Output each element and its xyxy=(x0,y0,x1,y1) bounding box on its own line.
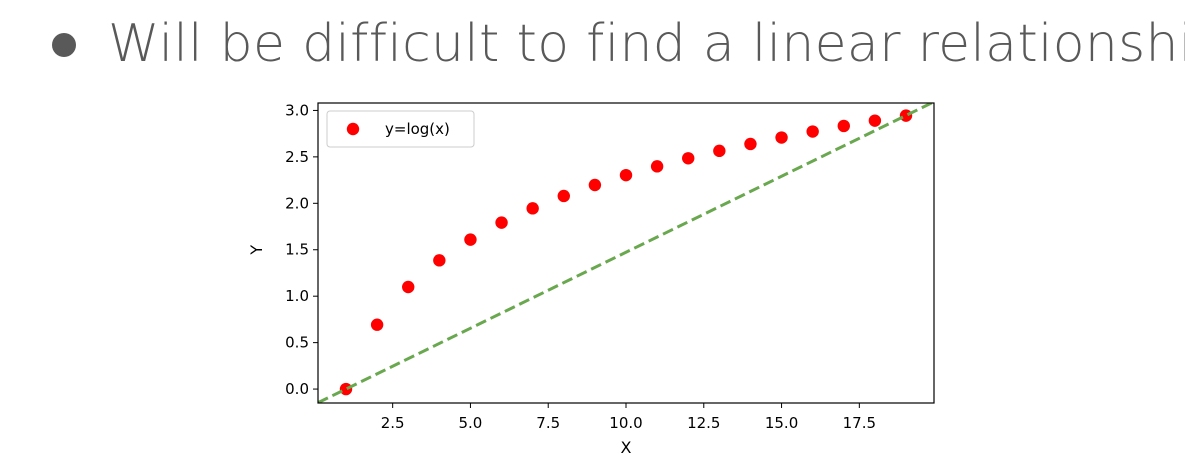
y-tick-label: 2.0 xyxy=(285,194,309,212)
x-tick-label: 15.0 xyxy=(765,414,798,432)
legend: y=log(x) xyxy=(326,110,475,148)
data-point xyxy=(495,216,508,229)
x-tick-label: 7.5 xyxy=(536,414,560,432)
data-point xyxy=(713,144,726,158)
x-tick-label: 17.5 xyxy=(843,414,876,432)
legend-marker xyxy=(346,122,360,136)
data-point xyxy=(650,160,664,173)
data-point xyxy=(806,125,819,138)
y-tick-label: 3.0 xyxy=(285,101,309,119)
data-point xyxy=(619,168,633,182)
y-tick-label: 1.0 xyxy=(285,287,309,305)
data-point xyxy=(526,202,539,215)
data-point xyxy=(339,382,353,396)
y-tick-label: 1.5 xyxy=(285,241,309,259)
data-point xyxy=(433,254,446,267)
plot-layer xyxy=(318,103,934,403)
x-tick-label: 5.0 xyxy=(459,414,483,432)
x-tick-label: 2.5 xyxy=(381,414,405,432)
data-point xyxy=(682,152,695,165)
data-point xyxy=(899,109,913,122)
data-point xyxy=(588,178,602,192)
y-tick-label: 0.5 xyxy=(285,334,309,352)
bullet-point: Will be difficult to find a linear relat… xyxy=(0,0,1185,90)
bullet-text: Will be difficult to find a linear relat… xyxy=(108,14,1185,74)
bullet-dot-icon xyxy=(52,33,76,57)
y-tick-label: 2.5 xyxy=(285,148,309,166)
data-point xyxy=(464,233,477,246)
reference-line-dashed xyxy=(318,103,934,403)
data-point xyxy=(402,280,415,294)
legend-box xyxy=(326,110,475,148)
data-point xyxy=(744,137,757,151)
data-point xyxy=(775,131,788,144)
legend-label: y=log(x) xyxy=(385,120,450,138)
axes-layer: 2.5 5.0 7.5 10.0 12.5 15.0 17.5 0.0 0.5 1.0 1.5 2.0… xyxy=(247,101,935,457)
y-axis-label: Y xyxy=(247,245,266,256)
data-point xyxy=(370,318,384,331)
x-tick-label: 12.5 xyxy=(687,414,720,432)
x-tick-label: 10.0 xyxy=(609,414,642,432)
data-point xyxy=(557,189,570,203)
y-tick-label: 0.0 xyxy=(285,380,309,398)
data-point xyxy=(837,119,850,133)
x-axis-label: X xyxy=(621,438,632,457)
data-point xyxy=(868,114,882,127)
